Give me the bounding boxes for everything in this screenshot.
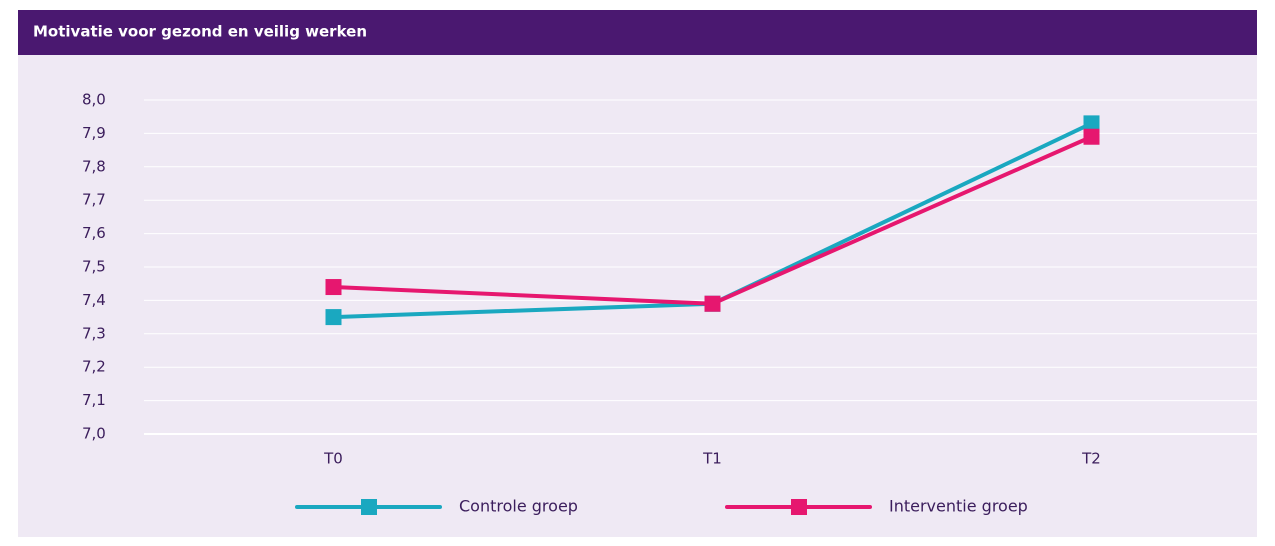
legend-marker <box>361 499 377 515</box>
chart-title: Motivatie voor gezond en veilig werken <box>33 23 367 41</box>
point-marker <box>704 295 721 312</box>
y-tick-label: 7,2 <box>82 358 106 376</box>
y-tick-label: 8,0 <box>82 91 106 109</box>
legend-label: Interventie groep <box>889 497 1028 516</box>
point-marker <box>1083 115 1100 132</box>
y-tick-label: 7,1 <box>82 391 106 409</box>
legend-marker <box>791 499 807 515</box>
point-marker <box>1083 128 1100 145</box>
y-tick-label: 7,5 <box>82 258 106 276</box>
header-bar <box>18 10 1257 55</box>
point-marker <box>325 279 342 296</box>
y-tick-label: 7,9 <box>82 124 106 142</box>
y-tick-label: 7,4 <box>82 291 106 309</box>
y-tick-label: 7,6 <box>82 224 106 242</box>
plot-background <box>18 55 1257 537</box>
x-tick-label: T2 <box>1081 450 1101 468</box>
x-tick-label: T1 <box>702 450 722 468</box>
legend-label: Controle groep <box>459 497 578 516</box>
point-marker <box>325 309 342 326</box>
y-tick-label: 7,0 <box>82 425 106 443</box>
x-tick-label: T0 <box>323 450 343 468</box>
y-tick-label: 7,3 <box>82 324 106 342</box>
y-tick-label: 7,8 <box>82 157 106 175</box>
y-tick-label: 7,7 <box>82 191 106 209</box>
